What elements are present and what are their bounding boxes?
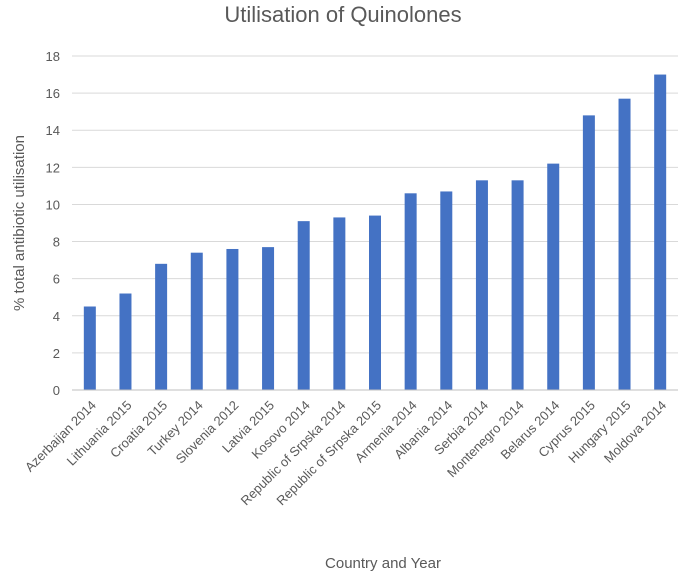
y-tick-label: 8 bbox=[53, 235, 60, 250]
bar bbox=[654, 74, 667, 391]
y-tick-label: 10 bbox=[46, 197, 60, 212]
bar bbox=[404, 193, 417, 390]
y-tick-label: 6 bbox=[53, 272, 60, 287]
bar bbox=[475, 180, 488, 390]
bar bbox=[119, 293, 132, 390]
x-axis-title: Country and Year bbox=[325, 555, 441, 572]
bar bbox=[369, 215, 381, 390]
y-axis-ticks: 0 2 4 6 8 10 12 14 16 18 bbox=[46, 49, 60, 398]
bar bbox=[190, 252, 203, 390]
bar bbox=[155, 263, 168, 390]
y-axis-title: % total antibiotic utilisation bbox=[11, 135, 28, 311]
bar bbox=[511, 180, 524, 390]
bar bbox=[83, 306, 96, 390]
y-tick-label: 0 bbox=[53, 383, 60, 398]
y-tick-label: 4 bbox=[53, 309, 60, 324]
x-category-label: Moldova 2014 bbox=[601, 398, 669, 466]
bar bbox=[297, 221, 310, 390]
bars bbox=[83, 74, 667, 391]
y-tick-label: 12 bbox=[46, 160, 60, 175]
bar bbox=[582, 115, 595, 390]
y-tick-label: 14 bbox=[46, 123, 60, 138]
bar bbox=[440, 191, 453, 390]
gridlines bbox=[72, 55, 678, 354]
bar bbox=[226, 248, 239, 390]
bar bbox=[547, 163, 560, 390]
bar bbox=[333, 217, 346, 390]
y-tick-label: 16 bbox=[46, 86, 60, 101]
y-tick-label: 18 bbox=[46, 49, 60, 64]
bar bbox=[262, 247, 275, 390]
y-tick-label: 2 bbox=[53, 346, 60, 361]
bar bbox=[618, 98, 631, 390]
chart-title: Utilisation of Quinolones bbox=[224, 2, 461, 27]
